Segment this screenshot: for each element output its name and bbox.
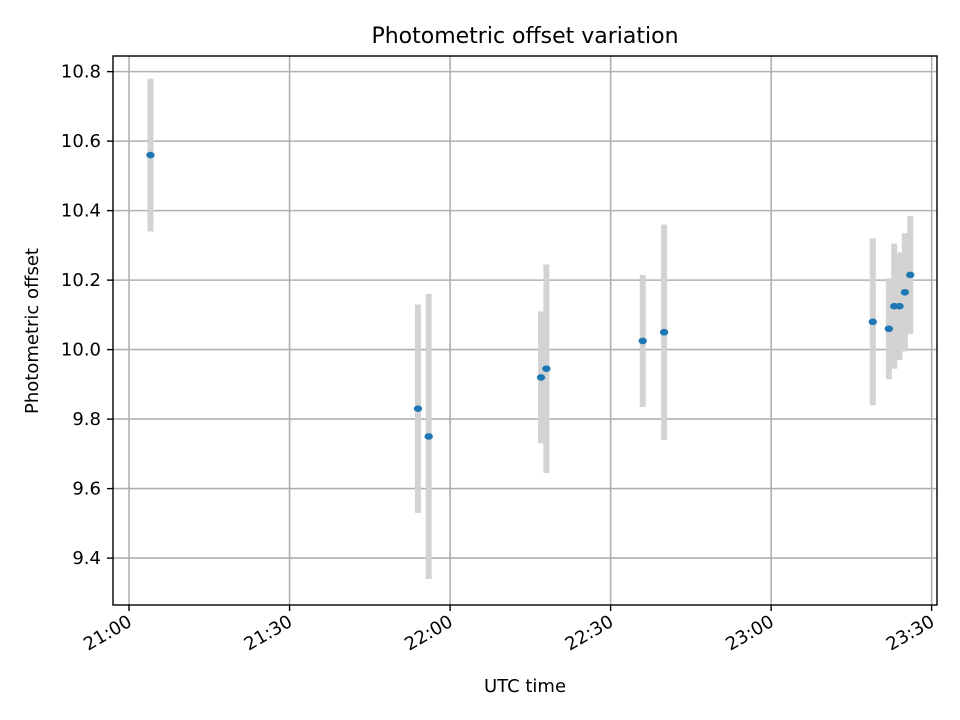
plot-frame xyxy=(112,55,938,606)
data-point xyxy=(884,325,894,333)
data-point xyxy=(895,302,904,310)
y-tick-label: 9.4 xyxy=(72,548,101,569)
y-axis-label: Photometric offset xyxy=(22,248,43,414)
data-point xyxy=(413,405,423,412)
x-tick-label: 21:30 xyxy=(241,611,296,655)
grid-layer xyxy=(113,56,937,605)
y-tick-label: 9.8 xyxy=(72,409,101,430)
data-point xyxy=(638,337,647,345)
data-point xyxy=(906,271,915,279)
x-axis-label: UTC time xyxy=(484,676,566,697)
y-tick-label: 10.6 xyxy=(61,131,101,152)
data-point xyxy=(536,374,546,381)
data-point xyxy=(146,151,155,159)
data-point xyxy=(542,365,551,373)
x-tick-label: 23:30 xyxy=(883,611,938,655)
y-tick-label: 10.2 xyxy=(61,270,101,291)
x-tick-label: 22:30 xyxy=(562,611,617,655)
x-tick-label: 22:00 xyxy=(401,611,456,655)
y-tick-label: 10.8 xyxy=(61,62,101,83)
ticks: 21:00 21:30 22:00 22:30 23:00 23:30 9.4 9.6 9.8 1… xyxy=(61,62,938,656)
chart-title: Photometric offset variation xyxy=(371,24,678,49)
x-tick-label: 23:00 xyxy=(722,611,777,655)
error-bars xyxy=(147,78,914,579)
x-tick-label: 21:00 xyxy=(80,611,135,655)
data-point xyxy=(868,318,877,326)
data-point xyxy=(659,328,669,336)
y-tick-label: 10.0 xyxy=(61,340,101,361)
data-point xyxy=(900,288,910,296)
y-tick-label: 10.4 xyxy=(61,201,101,222)
y-tick-label: 9.6 xyxy=(72,479,101,500)
data-points xyxy=(146,151,915,440)
data-point xyxy=(424,433,433,440)
